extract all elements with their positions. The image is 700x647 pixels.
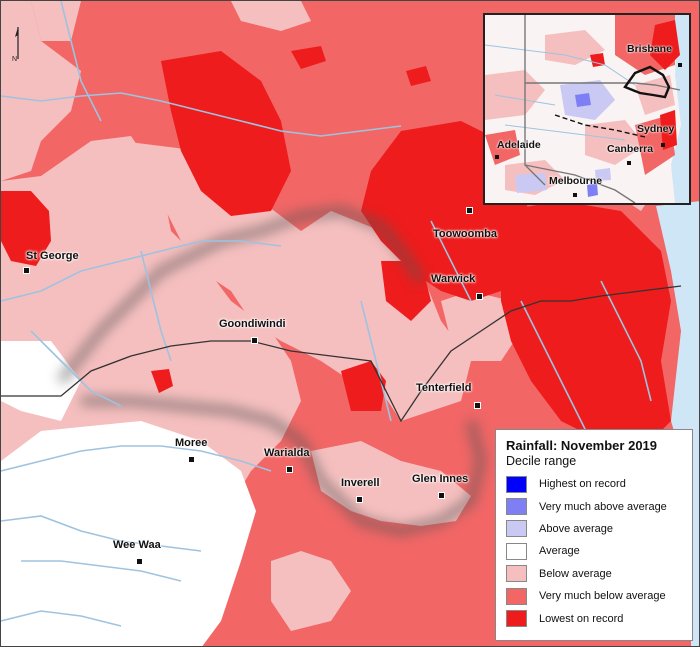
town-dot-tenterfield (474, 402, 481, 409)
legend: Rainfall: November 2019 Decile range Hig… (495, 429, 693, 641)
inset-label-sydney: Sydney (637, 123, 675, 135)
town-dot-moree (188, 456, 195, 463)
town-dot-goondiwindi (251, 337, 258, 344)
town-label-goondiwindi: Goondiwindi (219, 318, 286, 330)
legend-swatch-lowest-on-record (506, 610, 527, 628)
legend-item-highest-on-record: Highest on record (506, 473, 682, 495)
town-label-warwick: Warwick (431, 273, 476, 285)
town-dot-warialda (286, 466, 293, 473)
inset-label-brisbane: Brisbane (627, 43, 672, 55)
state-border (1, 285, 682, 423)
terrain-relief (57, 205, 487, 537)
legend-swatch-very-much-above-average (506, 498, 527, 516)
inset-map: Brisbane Sydney Adelaide Canberra Melbou… (483, 13, 691, 205)
legend-label-lowest-on-record: Lowest on record (539, 612, 624, 625)
town-dot-inverell (356, 496, 363, 503)
legend-swatch-average (506, 542, 527, 560)
town-label-inverell: Inverell (341, 477, 380, 489)
inset-canvas (485, 15, 689, 203)
legend-label-very-much-above-average: Very much above average (539, 500, 667, 513)
town-label-st-george: St George (26, 250, 79, 262)
legend-item-lowest-on-record: Lowest on record (506, 607, 682, 629)
legend-title: Rainfall: November 2019 (506, 438, 658, 453)
rivers (1, 1, 652, 627)
town-dot-toowoomba (466, 207, 473, 214)
town-label-warialda: Warialda (264, 447, 310, 459)
legend-swatch-highest-on-record (506, 475, 527, 493)
legend-item-below-average: Below average (506, 563, 682, 585)
north-label: N (12, 56, 18, 63)
legend-item-average: Average (506, 540, 682, 562)
region-average-southwest (1, 421, 256, 646)
town-label-wee-waa: Wee Waa (113, 539, 161, 551)
town-label-glen-innes: Glen Innes (412, 473, 469, 485)
legend-item-above-average: Above average (506, 518, 682, 540)
legend-swatch-below-average (506, 565, 527, 583)
town-label-tenterfield: Tenterfield (416, 382, 472, 394)
legend-item-very-much-below-average: Very much below average (506, 585, 682, 607)
inset-label-adelaide: Adelaide (497, 139, 541, 151)
legend-label-highest-on-record: Highest on record (539, 478, 626, 491)
legend-label-average: Average (539, 545, 580, 558)
legend-label-very-much-below-average: Very much below average (539, 590, 666, 603)
north-arrow-icon (15, 27, 19, 59)
town-dot-glen-innes (438, 492, 445, 499)
town-label-moree: Moree (175, 437, 208, 449)
legend-label-above-average: Above average (539, 522, 613, 535)
legend-item-very-much-above-average: Very much above average (506, 495, 682, 517)
inset-label-canberra: Canberra (607, 143, 654, 155)
legend-swatch-very-much-below-average (506, 587, 527, 605)
legend-swatch-above-average (506, 520, 527, 538)
legend-subtitle: Decile range (506, 454, 577, 468)
town-dot-warwick (476, 293, 483, 300)
inset-label-melbourne: Melbourne (549, 175, 603, 187)
town-dot-st-george (23, 267, 30, 274)
town-label-toowoomba: Toowoomba (433, 228, 497, 240)
town-dot-wee-waa (136, 558, 143, 565)
legend-label-below-average: Below average (539, 567, 612, 580)
